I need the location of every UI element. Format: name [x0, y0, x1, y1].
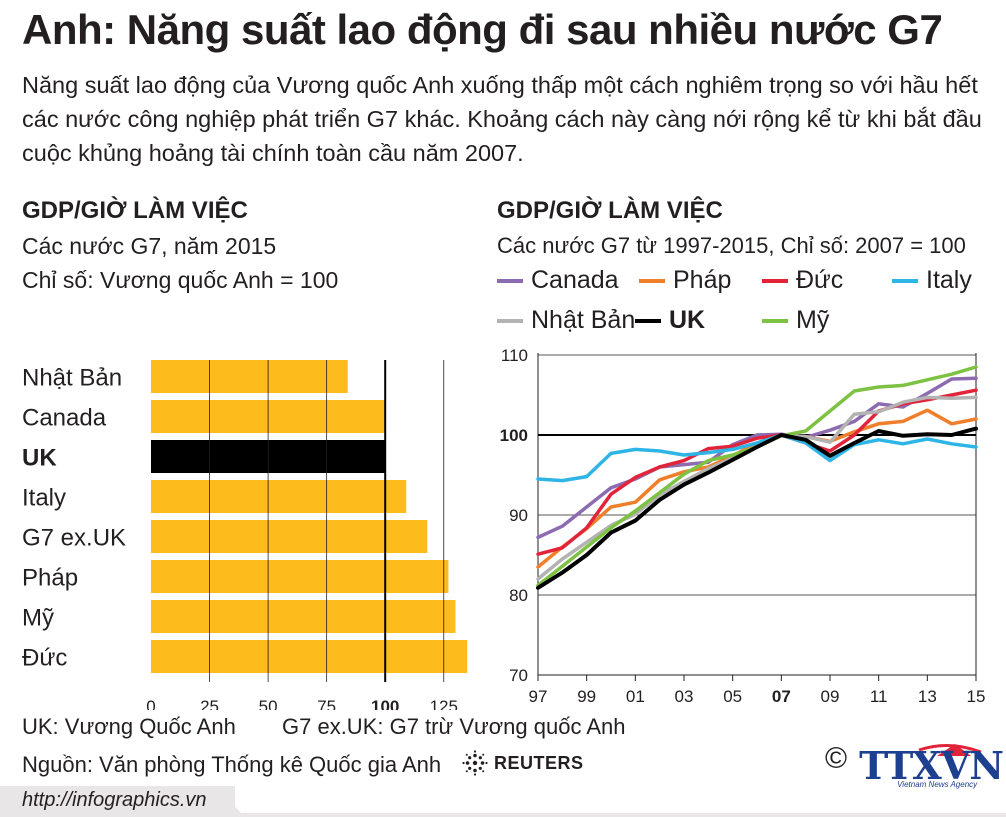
footer-tab [0, 786, 235, 817]
bar-label-duc: Đức [22, 645, 67, 672]
legend-label-uk: UK [669, 306, 706, 334]
bar-label-my: Mỹ [22, 605, 54, 632]
note-g7: G7 ex.UK: G7 trừ Vương quốc Anh [282, 714, 626, 739]
reuters-wordmark: REUTERS [494, 752, 584, 773]
legend-swatch-nhat-ban [497, 318, 523, 323]
note-uk: UK: Vương Quốc Anh [22, 714, 236, 739]
x-tick-03: 03 [675, 687, 694, 706]
ttxvn-logo: TTXVN Vietnam News Agency [859, 742, 1006, 792]
bar-label-nhat-ban: Nhật Bản [22, 365, 122, 392]
legend-item-canada: Canada [497, 266, 619, 295]
reuters-logo: REUTERS [462, 750, 584, 776]
footer: http://infographics.vn [0, 786, 1006, 817]
legend-swatch-phap [639, 278, 665, 283]
x-tick-11: 11 [870, 687, 888, 706]
legend-item-nhat-ban: Nhật Bản [497, 306, 635, 335]
x-tick-25: 25 [200, 697, 219, 710]
bar-italy [151, 480, 407, 513]
bar-chart-heading: GDP/GIỜ LÀM VIỆC [22, 197, 248, 224]
series-line-canada [536, 376, 978, 540]
footer-tab-edge [215, 786, 245, 817]
x-tick-15: 15 [967, 687, 986, 706]
source-text: Nguồn: Văn phòng Thống kê Quốc gia Anh [22, 752, 442, 777]
legend-swatch-uk [635, 318, 661, 323]
legend-item-duc: Đức [762, 266, 843, 295]
legend-label-my: Mỹ [796, 306, 830, 334]
bar-my [151, 600, 456, 633]
x-tick-75: 75 [317, 697, 336, 710]
y-tick-100: 100 [500, 426, 528, 445]
reuters-icon [462, 750, 488, 776]
bar-chart-caption-1: Các nước G7, năm 2015 [22, 233, 277, 259]
ttxvn-subtext: Vietnam News Agency [897, 780, 978, 789]
bar-label-uk: UK [22, 445, 57, 472]
x-tick-07: 07 [772, 687, 791, 706]
legend-swatch-canada [497, 278, 523, 283]
bar-chart-caption-2: Chỉ số: Vương quốc Anh = 100 [22, 267, 339, 293]
x-tick-09: 09 [821, 687, 840, 706]
y-tick-110: 110 [501, 346, 528, 365]
bar-g7-ex-uk [151, 520, 428, 553]
y-tick-70: 70 [509, 666, 528, 685]
legend-label-phap: Pháp [673, 266, 732, 294]
ttxvn-emblem-icon [918, 743, 982, 756]
x-tick-100: 100 [371, 697, 399, 710]
x-tick-99: 99 [577, 687, 596, 706]
legend-item-phap: Pháp [639, 266, 731, 295]
legend-swatch-duc [762, 278, 788, 283]
bar-phap [151, 560, 449, 593]
copyright-icon: © [825, 742, 848, 775]
legend-item-uk: UK [635, 306, 705, 335]
ttxvn-logo-group: © TTXVN Vietnam News Agency [825, 742, 1006, 792]
legend-label-italy: Italy [926, 266, 972, 294]
legend-label-duc: Đức [796, 266, 844, 294]
x-tick-01: 01 [626, 687, 645, 706]
legend-swatch-my [762, 318, 788, 323]
legend-item-my: Mỹ [762, 306, 829, 335]
footer-url-link[interactable]: http://infographics.vn [22, 789, 207, 811]
ttxvn-wordmark: TTXVN [859, 743, 1004, 788]
series-line-italy [536, 433, 978, 483]
legend-item-italy: Italy [892, 266, 972, 295]
bar-duc [151, 640, 468, 673]
series-line-uk [536, 426, 978, 590]
legend-label-nhat-ban: Nhật Bản [531, 306, 636, 334]
footer-rule [235, 813, 1006, 817]
bar-chart: Nhật Bản Canada UK Italy G7 ex.UK Pháp Mỹ Đức 0 2… [22, 360, 468, 710]
x-tick-0: 0 [146, 697, 155, 710]
bar-label-canada: Canada [22, 405, 107, 432]
bar-label-phap: Pháp [22, 565, 78, 592]
legend-label-canada: Canada [531, 266, 619, 294]
line-chart-heading: GDP/GIỜ LÀM VIỆC [497, 197, 723, 224]
x-tick-97: 97 [529, 687, 548, 706]
page-subtitle: Năng suất lao động của Vương quốc Anh xu… [22, 72, 982, 166]
line-chart: 70 80 90 100 110 97 99 01 03 05 07 09 11 13 15 [500, 346, 986, 706]
x-tick-05: 05 [723, 687, 742, 706]
x-tick-13: 13 [918, 687, 937, 706]
x-tick-50: 50 [259, 697, 278, 710]
bar-label-g7-ex-uk: G7 ex.UK [22, 525, 126, 552]
line-chart-caption: Các nước G7 từ 1997-2015, Chỉ số: 2007 =… [497, 233, 966, 258]
bar-nhat-ban [151, 360, 348, 393]
line-chart-legend: Canada Pháp Đức Italy Nhật Bản UK Mỹ [497, 266, 997, 342]
x-tick-125: 125 [430, 697, 458, 710]
page-title: Anh: Năng suất lao động đi sau nhiều nướ… [22, 6, 943, 53]
y-tick-90: 90 [509, 506, 528, 525]
y-tick-80: 80 [509, 586, 528, 605]
legend-swatch-italy [892, 278, 918, 283]
bar-label-italy: Italy [22, 485, 66, 512]
series-line-nhat-ban [536, 395, 978, 581]
